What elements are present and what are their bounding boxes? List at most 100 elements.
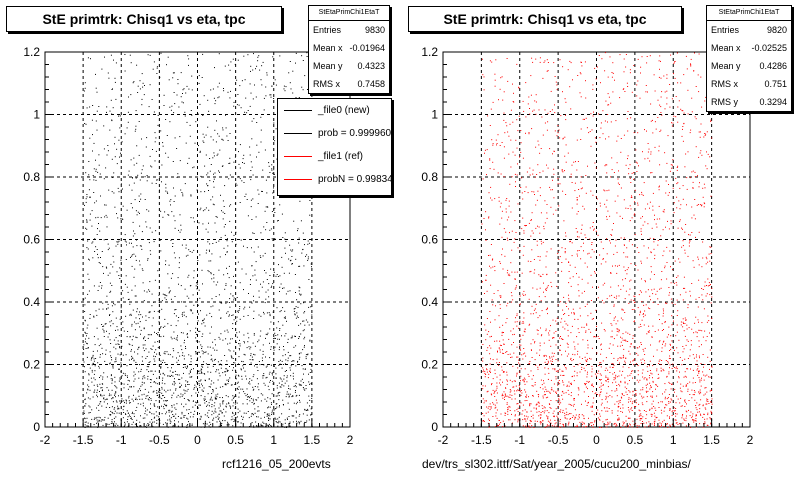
- scatter-point: [188, 354, 190, 356]
- scatter-point: [229, 174, 231, 176]
- scatter-point: [260, 79, 262, 81]
- scatter-point: [190, 194, 192, 196]
- scatter-point: [627, 208, 629, 209]
- scatter-point: [100, 393, 102, 395]
- scatter-point: [667, 397, 669, 399]
- scatter-point: [145, 410, 147, 412]
- scatter-point: [127, 291, 129, 293]
- scatter-point: [259, 349, 261, 351]
- scatter-point: [232, 425, 234, 427]
- scatter-point: [239, 426, 241, 428]
- scatter-point: [658, 150, 660, 152]
- scatter-point: [285, 359, 287, 361]
- scatter-point: [145, 146, 147, 148]
- scatter-point: [606, 298, 608, 300]
- scatter-point: [253, 300, 255, 302]
- scatter-point: [611, 72, 613, 73]
- scatter-point: [260, 330, 262, 332]
- scatter-point: [110, 357, 112, 358]
- scatter-point: [176, 357, 177, 359]
- scatter-point: [155, 230, 157, 232]
- scatter-point: [483, 89, 485, 91]
- scatter-point: [287, 351, 289, 353]
- scatter-point: [93, 168, 95, 170]
- scatter-point: [168, 79, 170, 81]
- scatter-point: [660, 287, 662, 289]
- scatter-point: [225, 302, 227, 304]
- scatter-point: [292, 70, 294, 72]
- scatter-point: [583, 391, 585, 393]
- scatter-point: [666, 423, 668, 425]
- scatter-point: [618, 419, 620, 421]
- scatter-point: [548, 372, 550, 374]
- scatter-point: [633, 132, 635, 134]
- scatter-point: [549, 421, 551, 423]
- scatter-point: [164, 294, 165, 296]
- scatter-point: [270, 380, 271, 381]
- scatter-point: [291, 263, 293, 265]
- scatter-point: [681, 110, 683, 112]
- scatter-point: [86, 219, 88, 221]
- scatter-point: [216, 369, 217, 371]
- scatter-point: [695, 331, 697, 333]
- scatter-point: [544, 386, 546, 388]
- scatter-point: [198, 82, 200, 84]
- scatter-point: [557, 371, 559, 373]
- scatter-point: [302, 413, 304, 415]
- scatter-point: [253, 233, 255, 234]
- scatter-point: [569, 418, 571, 420]
- scatter-point: [567, 344, 569, 345]
- scatter-point: [562, 91, 563, 93]
- scatter-point: [292, 395, 294, 397]
- scatter-point: [198, 391, 199, 393]
- scatter-point: [602, 384, 604, 386]
- scatter-point: [153, 413, 155, 415]
- scatter-point: [247, 341, 249, 343]
- scatter-point: [154, 331, 155, 333]
- scatter-point: [237, 94, 239, 95]
- scatter-point: [274, 238, 276, 240]
- scatter-point: [496, 362, 498, 364]
- scatter-point: [126, 421, 128, 423]
- scatter-point: [239, 345, 241, 347]
- scatter-point: [173, 415, 175, 417]
- scatter-point: [524, 418, 526, 419]
- scatter-point: [550, 407, 552, 409]
- scatter-point: [494, 73, 496, 75]
- scatter-point: [666, 404, 668, 406]
- scatter-point: [225, 383, 227, 385]
- scatter-point: [110, 99, 112, 101]
- scatter-point: [605, 397, 607, 399]
- scatter-point: [540, 327, 541, 329]
- scatter-point: [115, 423, 117, 425]
- scatter-point: [97, 253, 98, 255]
- scatter-point: [650, 395, 652, 397]
- legend-entry-file1: _file1 (ref): [278, 145, 391, 168]
- scatter-point: [695, 118, 697, 120]
- scatter-point: [177, 277, 179, 279]
- scatter-point: [711, 366, 713, 368]
- scatter-point: [701, 204, 703, 206]
- scatter-point: [289, 388, 291, 390]
- scatter-point: [196, 282, 198, 283]
- scatter-point: [489, 125, 491, 126]
- scatter-point: [119, 156, 120, 158]
- scatter-point: [547, 360, 549, 362]
- scatter-point: [295, 97, 297, 99]
- scatter-point: [224, 384, 226, 386]
- scatter-point: [234, 383, 236, 385]
- scatter-point: [490, 267, 492, 269]
- scatter-point: [209, 426, 211, 428]
- scatter-point: [676, 395, 678, 397]
- scatter-point: [117, 407, 119, 409]
- scatter-point: [87, 240, 89, 242]
- scatter-point: [553, 173, 555, 175]
- scatter-point: [648, 307, 649, 309]
- scatter-point: [178, 257, 180, 259]
- scatter-point: [279, 363, 281, 365]
- scatter-point: [288, 396, 290, 398]
- scatter-point: [247, 411, 249, 412]
- scatter-point: [559, 59, 561, 61]
- scatter-point: [640, 72, 641, 74]
- scatter-point: [95, 170, 97, 172]
